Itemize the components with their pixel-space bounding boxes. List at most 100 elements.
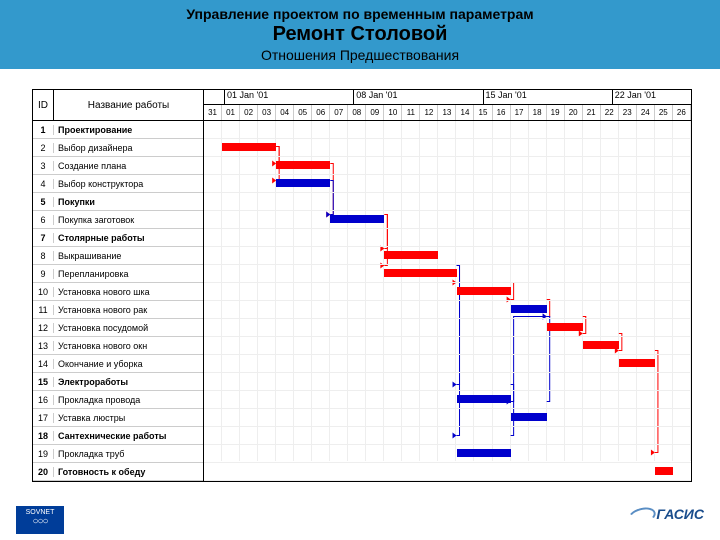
- gantt-bar: [276, 179, 330, 187]
- gantt-bar: [511, 305, 547, 313]
- task-row: 15Электроработы: [33, 373, 203, 391]
- timeline-row: [204, 463, 691, 481]
- day-label: 02: [240, 105, 258, 120]
- day-label: 19: [547, 105, 565, 120]
- timeline-row: [204, 193, 691, 211]
- task-row: 13Установка нового окн: [33, 337, 203, 355]
- task-id: 16: [33, 395, 54, 405]
- gantt-bar: [583, 341, 619, 349]
- task-row: 17Уставка люстры: [33, 409, 203, 427]
- day-label: 01: [222, 105, 240, 120]
- task-id: 19: [33, 449, 54, 459]
- timeline-row: [204, 211, 691, 229]
- task-name: Выбор конструктора: [54, 179, 203, 189]
- day-label: 14: [456, 105, 474, 120]
- task-id: 8: [33, 251, 54, 261]
- day-label: 23: [619, 105, 637, 120]
- task-row: 4Выбор конструктора: [33, 175, 203, 193]
- timeline-row: [204, 337, 691, 355]
- day-label: 24: [637, 105, 655, 120]
- task-name: Столярные работы: [54, 233, 203, 243]
- day-label: 20: [565, 105, 583, 120]
- week-label: 01 Jan '01: [225, 90, 354, 104]
- task-id: 12: [33, 323, 54, 333]
- timeline-row: [204, 445, 691, 463]
- task-name: Установка нового окн: [54, 341, 203, 351]
- day-label: 05: [294, 105, 312, 120]
- task-name: Проектирование: [54, 125, 203, 135]
- task-row: 9Перепланировка: [33, 265, 203, 283]
- sovnet-logo: SOVNET ○○○: [16, 506, 64, 534]
- task-id: 15: [33, 377, 54, 387]
- id-header: ID: [33, 90, 54, 120]
- task-name: Создание плана: [54, 161, 203, 171]
- task-id: 14: [33, 359, 54, 369]
- timeline-row: [204, 139, 691, 157]
- task-name: Установка нового рак: [54, 305, 203, 315]
- task-name: Сантехнические работы: [54, 431, 203, 441]
- task-name: Прокладка провода: [54, 395, 203, 405]
- task-row: 3Создание плана: [33, 157, 203, 175]
- gantt-bar: [330, 215, 384, 223]
- timeline-row: [204, 301, 691, 319]
- task-name: Выкрашивание: [54, 251, 203, 261]
- task-name: Покупки: [54, 197, 203, 207]
- timeline-header: 01 Jan '0108 Jan '0115 Jan '0122 Jan '01…: [204, 90, 691, 121]
- day-label: 15: [474, 105, 492, 120]
- task-name: Установка посудомой: [54, 323, 203, 333]
- gantt-bar: [655, 467, 673, 475]
- task-row: 7Столярные работы: [33, 229, 203, 247]
- task-row: 18Сантехнические работы: [33, 427, 203, 445]
- task-id: 18: [33, 431, 54, 441]
- gantt-bar: [457, 395, 511, 403]
- gantt-bar: [457, 287, 511, 295]
- task-id: 10: [33, 287, 54, 297]
- timeline-row: [204, 229, 691, 247]
- gantt-bar: [619, 359, 655, 367]
- task-row: 14Окончание и уборка: [33, 355, 203, 373]
- timeline-row: [204, 355, 691, 373]
- task-row: 16Прокладка провода: [33, 391, 203, 409]
- task-row: 11Установка нового рак: [33, 301, 203, 319]
- day-label: 03: [258, 105, 276, 120]
- task-row: 8Выкрашивание: [33, 247, 203, 265]
- day-label: 22: [601, 105, 619, 120]
- task-row: 10Установка нового шка: [33, 283, 203, 301]
- task-id: 1: [33, 125, 54, 135]
- task-id: 13: [33, 341, 54, 351]
- task-row: 5Покупки: [33, 193, 203, 211]
- timeline-row: [204, 427, 691, 445]
- gantt-bar: [384, 251, 438, 259]
- sovnet-label: SOVNET: [19, 509, 61, 516]
- task-id: 6: [33, 215, 54, 225]
- day-label: 07: [330, 105, 348, 120]
- task-name: Уставка люстры: [54, 413, 203, 423]
- timeline-row: [204, 391, 691, 409]
- timeline-row: [204, 283, 691, 301]
- task-name: Готовность к обеду: [54, 467, 203, 477]
- day-label: 04: [276, 105, 294, 120]
- task-name: Окончание и уборка: [54, 359, 203, 369]
- timeline-row: [204, 319, 691, 337]
- gantt-bar: [457, 449, 511, 457]
- task-row: 12Установка посудомой: [33, 319, 203, 337]
- week-label: [204, 90, 225, 104]
- week-label: 22 Jan '01: [613, 90, 691, 104]
- task-row: 20Готовность к обеду: [33, 463, 203, 481]
- task-id: 20: [33, 467, 54, 477]
- day-label: 18: [529, 105, 547, 120]
- task-id: 17: [33, 413, 54, 423]
- day-label: 12: [420, 105, 438, 120]
- gantt-chart: ID Название работы 1Проектирование2Выбор…: [32, 89, 692, 482]
- day-label: 13: [438, 105, 456, 120]
- task-name: Выбор дизайнера: [54, 143, 203, 153]
- task-id: 5: [33, 197, 54, 207]
- task-name: Перепланировка: [54, 269, 203, 279]
- timeline-row: [204, 247, 691, 265]
- header-line3: Отношения Предшествования: [0, 47, 720, 63]
- day-label: 25: [655, 105, 673, 120]
- gantt-bar: [511, 413, 547, 421]
- timeline-row: [204, 121, 691, 139]
- day-label: 09: [366, 105, 384, 120]
- day-label: 31: [204, 105, 222, 120]
